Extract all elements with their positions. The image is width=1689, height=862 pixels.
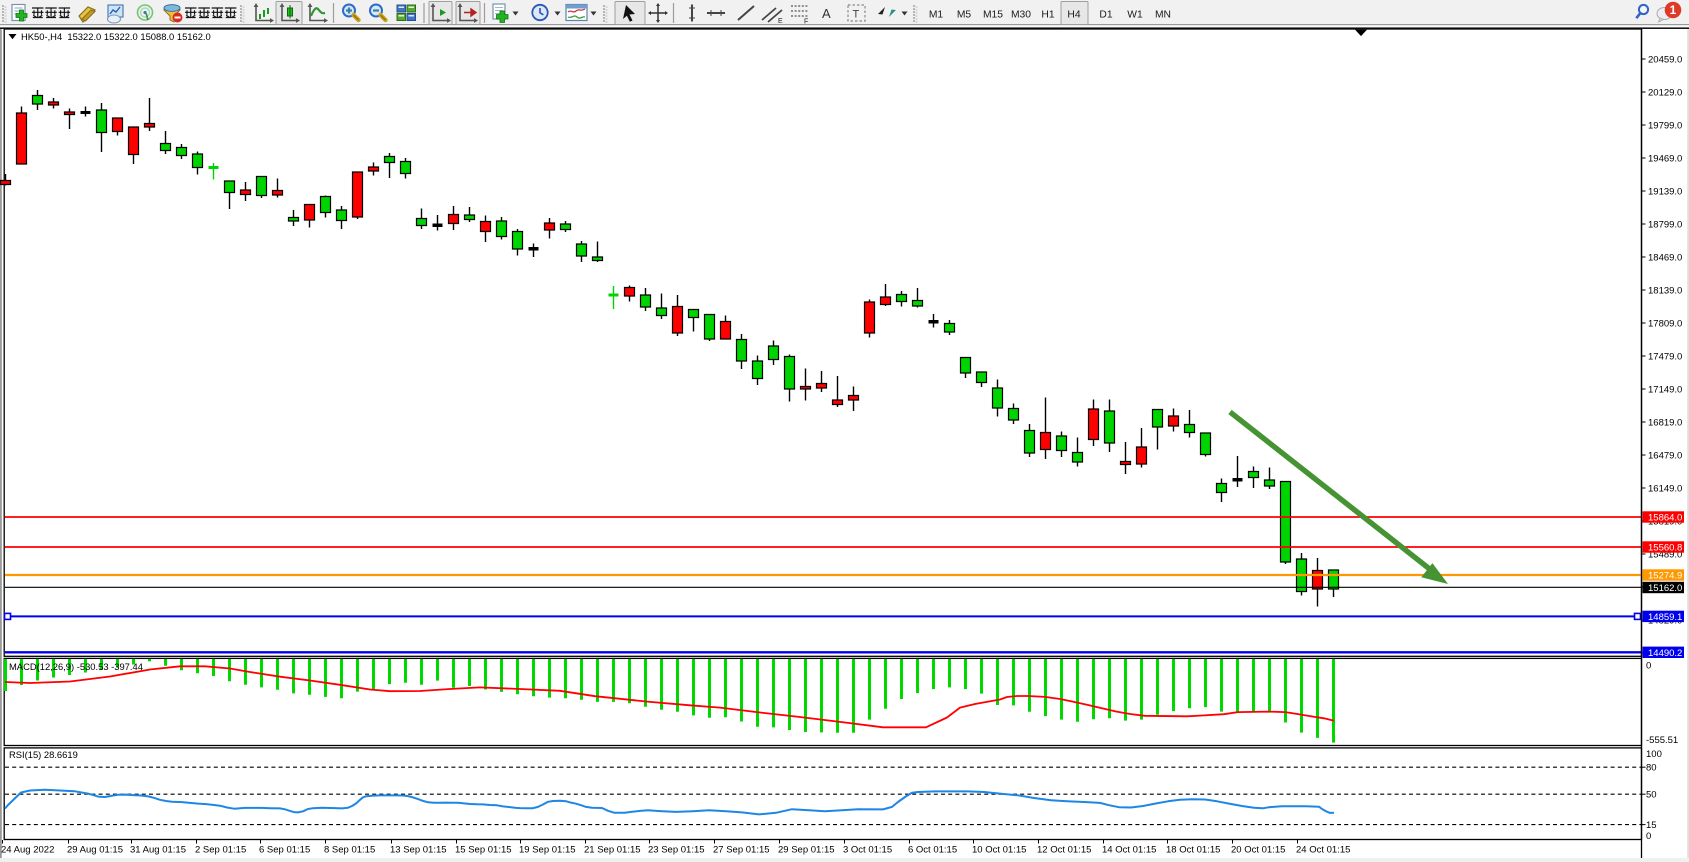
svg-text:0: 0 — [1646, 661, 1651, 672]
svg-text:T: T — [853, 9, 860, 21]
svg-text:H1: H1 — [1041, 10, 1054, 21]
svg-text:14859.1: 14859.1 — [1648, 612, 1682, 623]
svg-text:H4: H4 — [1067, 10, 1080, 21]
svg-text:16819.0: 16819.0 — [1648, 417, 1682, 428]
svg-text:W1: W1 — [1127, 10, 1143, 21]
svg-text:2 Sep 01:15: 2 Sep 01:15 — [195, 845, 246, 856]
svg-text:29 Sep 01:15: 29 Sep 01:15 — [778, 845, 835, 856]
svg-text:50: 50 — [1646, 790, 1657, 801]
svg-text:M15: M15 — [983, 10, 1003, 21]
svg-text:15560.8: 15560.8 — [1648, 543, 1682, 554]
svg-text:19799.0: 19799.0 — [1648, 120, 1682, 131]
svg-text:10 Oct 01:15: 10 Oct 01:15 — [972, 845, 1026, 856]
svg-text:31 Aug 01:15: 31 Aug 01:15 — [130, 845, 186, 856]
svg-text:16479.0: 16479.0 — [1648, 450, 1682, 461]
svg-text:18 Oct 01:15: 18 Oct 01:15 — [1166, 845, 1220, 856]
svg-text:80: 80 — [1646, 763, 1657, 774]
svg-text:14490.2: 14490.2 — [1648, 648, 1682, 659]
svg-text:21 Sep 01:15: 21 Sep 01:15 — [584, 845, 641, 856]
svg-text:20459.0: 20459.0 — [1648, 54, 1682, 65]
svg-text:17809.0: 17809.0 — [1648, 318, 1682, 329]
svg-text:1: 1 — [1670, 3, 1677, 17]
svg-text:15489.0: 15489.0 — [1648, 549, 1682, 560]
svg-text:14 Oct 01:15: 14 Oct 01:15 — [1102, 845, 1156, 856]
svg-text:6 Sep 01:15: 6 Sep 01:15 — [259, 845, 310, 856]
svg-text:15864.0: 15864.0 — [1648, 513, 1682, 524]
svg-text:3 Oct 01:15: 3 Oct 01:15 — [843, 845, 892, 856]
svg-text:15 Sep 01:15: 15 Sep 01:15 — [455, 845, 512, 856]
svg-text:17479.0: 17479.0 — [1648, 351, 1682, 362]
svg-text:D1: D1 — [1099, 10, 1112, 21]
svg-text:-555.51: -555.51 — [1646, 735, 1678, 746]
svg-text:29 Aug 01:15: 29 Aug 01:15 — [67, 845, 123, 856]
svg-text:M5: M5 — [957, 10, 972, 21]
svg-text:M1: M1 — [929, 10, 944, 21]
svg-text:20129.0: 20129.0 — [1648, 87, 1682, 98]
svg-text:E: E — [778, 18, 783, 25]
svg-text:17149.0: 17149.0 — [1648, 384, 1682, 395]
svg-text:8 Sep 01:15: 8 Sep 01:15 — [324, 845, 375, 856]
svg-text:15274.9: 15274.9 — [1648, 571, 1682, 582]
svg-text:18469.0: 18469.0 — [1648, 252, 1682, 263]
svg-text:A: A — [822, 6, 831, 21]
svg-text:23 Sep 01:15: 23 Sep 01:15 — [648, 845, 705, 856]
svg-text:0: 0 — [1646, 831, 1651, 842]
svg-text:27 Sep 01:15: 27 Sep 01:15 — [713, 845, 770, 856]
svg-text:20 Oct 01:15: 20 Oct 01:15 — [1231, 845, 1285, 856]
svg-text:19139.0: 19139.0 — [1648, 186, 1682, 197]
svg-text:18139.0: 18139.0 — [1648, 285, 1682, 296]
svg-text:19 Sep 01:15: 19 Sep 01:15 — [519, 845, 576, 856]
svg-text:15: 15 — [1646, 820, 1657, 831]
svg-text:16149.0: 16149.0 — [1648, 483, 1682, 494]
svg-text:HK50-,H4 15322.0 15322.0 1508: HK50-,H4 15322.0 15322.0 15088.0 15162.0 — [21, 31, 211, 42]
svg-text:13 Sep 01:15: 13 Sep 01:15 — [390, 845, 447, 856]
svg-text:100: 100 — [1646, 749, 1662, 760]
svg-text:RSI(15) 28.6619: RSI(15) 28.6619 — [9, 749, 78, 760]
svg-text:F: F — [804, 19, 808, 26]
svg-text:24 Aug 2022: 24 Aug 2022 — [1, 845, 54, 856]
svg-text:12 Oct 01:15: 12 Oct 01:15 — [1037, 845, 1091, 856]
svg-text:19469.0: 19469.0 — [1648, 153, 1682, 164]
svg-text:MN: MN — [1155, 10, 1171, 21]
svg-text:24 Oct 01:15: 24 Oct 01:15 — [1296, 845, 1350, 856]
svg-text:6 Oct 01:15: 6 Oct 01:15 — [908, 845, 957, 856]
svg-text:18799.0: 18799.0 — [1648, 219, 1682, 230]
svg-text:M30: M30 — [1011, 10, 1031, 21]
svg-text:15162.0: 15162.0 — [1648, 583, 1682, 594]
svg-text:MACD(12,26,9) -530.53 -397.44: MACD(12,26,9) -530.53 -397.44 — [9, 661, 143, 672]
